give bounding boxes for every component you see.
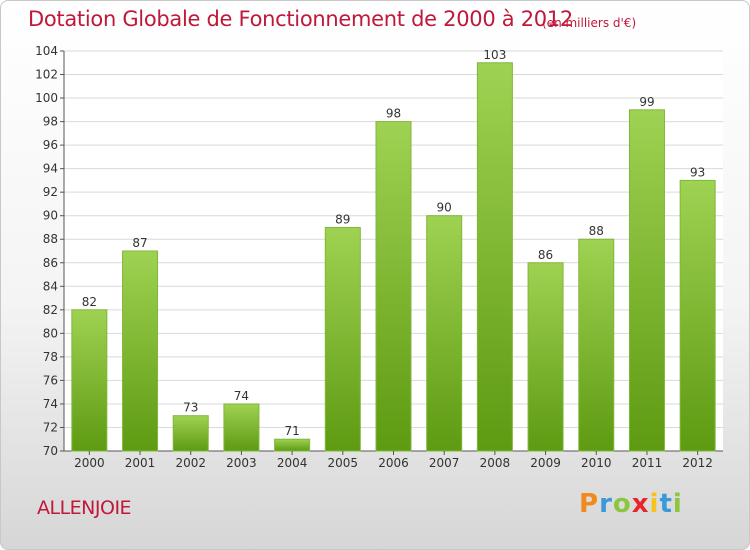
data-label: 71 xyxy=(284,424,299,438)
y-tick-label: 104 xyxy=(35,44,58,58)
x-tick-label: 2010 xyxy=(581,456,612,470)
bar xyxy=(172,415,209,452)
y-tick-label: 98 xyxy=(43,115,58,129)
data-label: 103 xyxy=(483,48,506,62)
bar xyxy=(375,121,412,452)
y-tick-label: 70 xyxy=(43,444,58,458)
data-label: 90 xyxy=(437,201,452,215)
y-tick-label: 78 xyxy=(43,350,58,364)
logo-letter: r xyxy=(599,489,613,519)
bar xyxy=(527,262,564,452)
y-tick-label: 72 xyxy=(43,420,58,434)
bar xyxy=(476,62,513,452)
y-tick-label: 88 xyxy=(43,232,58,246)
bar xyxy=(324,226,361,452)
chart-title: Dotation Globale de Fonctionnement de 20… xyxy=(28,7,573,31)
chart-unit: (en milliers d'€) xyxy=(542,16,637,30)
x-tick-label: 2009 xyxy=(530,456,561,470)
y-tick-label: 102 xyxy=(35,68,58,82)
bar xyxy=(274,438,311,452)
x-tick-label: 2003 xyxy=(226,456,257,470)
data-label: 88 xyxy=(589,224,604,238)
y-tick-label: 90 xyxy=(43,209,58,223)
x-tick-label: 2007 xyxy=(429,456,460,470)
data-label: 87 xyxy=(132,236,147,250)
logo-letter: i xyxy=(649,489,660,519)
bar xyxy=(578,238,615,452)
data-label: 73 xyxy=(183,401,198,415)
data-label: 74 xyxy=(234,389,249,403)
y-tick-label: 94 xyxy=(43,162,58,176)
x-tick-label: 2004 xyxy=(277,456,308,470)
x-tick-label: 2001 xyxy=(125,456,156,470)
bar xyxy=(679,179,716,452)
proxiti-logo: Proxiti xyxy=(579,489,683,519)
y-tick-label: 80 xyxy=(43,326,58,340)
bar xyxy=(122,250,159,452)
y-tick-label: 96 xyxy=(43,138,58,152)
logo-letter: t xyxy=(659,489,673,519)
x-tick-label: 2011 xyxy=(632,456,663,470)
x-tick-label: 2012 xyxy=(682,456,713,470)
data-label: 82 xyxy=(82,295,97,309)
logo-letter: x xyxy=(631,489,650,519)
x-tick-label: 2002 xyxy=(175,456,206,470)
x-tick-label: 2005 xyxy=(328,456,359,470)
data-label: 98 xyxy=(386,107,401,121)
y-tick-label: 82 xyxy=(43,303,58,317)
logo-letter: P xyxy=(579,489,600,519)
y-tick-label: 76 xyxy=(43,373,58,387)
x-tick-label: 2000 xyxy=(74,456,105,470)
bar xyxy=(628,109,665,452)
logo-letter: i xyxy=(672,489,683,519)
bar xyxy=(223,403,260,452)
y-tick-label: 84 xyxy=(43,279,58,293)
data-label: 93 xyxy=(690,165,705,179)
y-tick-label: 86 xyxy=(43,256,58,270)
y-tick-label: 74 xyxy=(43,397,58,411)
bar xyxy=(426,215,463,452)
y-tick-label: 100 xyxy=(35,91,58,105)
bar xyxy=(71,309,108,452)
x-tick-label: 2008 xyxy=(480,456,511,470)
x-tick-label: 2006 xyxy=(378,456,409,470)
data-label: 89 xyxy=(335,212,350,226)
logo-letter: o xyxy=(612,489,632,519)
data-label: 86 xyxy=(538,248,553,262)
data-label: 99 xyxy=(639,95,654,109)
y-tick-label: 92 xyxy=(43,185,58,199)
commune-name: ALLENJOIE xyxy=(37,497,132,519)
